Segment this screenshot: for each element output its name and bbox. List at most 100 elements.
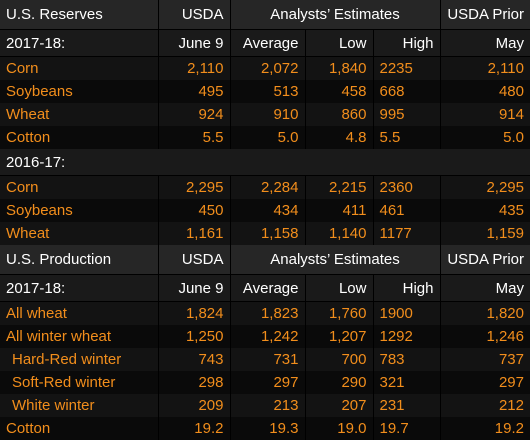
table-row: Cotton 5.5 5.0 4.8 5.5 5.0 [0, 126, 530, 149]
prior-value: 1,159 [439, 222, 530, 245]
average-value: 513 [229, 80, 305, 103]
usda-column-header: USDA [157, 0, 230, 30]
table-row: All winter wheat 1,250 1,242 1,207 1292 1,246 [0, 325, 530, 348]
average-header: Average [229, 274, 305, 302]
row-label: Hard-Red winter [0, 348, 158, 371]
low-value: 1,207 [304, 325, 373, 348]
usda-value: 924 [157, 103, 230, 126]
high-value: 1177 [372, 222, 440, 245]
estimates-column-header: Analysts’ Estimates [229, 0, 440, 30]
usda-date: June 9 [157, 29, 230, 57]
average-value: 19.3 [229, 417, 305, 440]
usda-value: 2,110 [157, 56, 230, 80]
prior-value: 212 [439, 394, 530, 417]
prior-date: May [439, 29, 530, 57]
low-value: 458 [304, 80, 373, 103]
prior-column-header: USDA Prior [439, 0, 530, 30]
table-row: White winter 209 213 207 231 212 [0, 394, 530, 417]
high-value: 2360 [372, 175, 440, 199]
production-subheader-row: 2017-18: June 9 Average Low High May [0, 274, 530, 302]
low-header: Low [304, 274, 373, 302]
table-row: Corn 2,295 2,284 2,215 2360 2,295 [0, 175, 530, 199]
low-value: 207 [304, 394, 373, 417]
usda-value: 743 [157, 348, 230, 371]
high-value: 19.7 [372, 417, 440, 440]
prior-value: 2,110 [439, 56, 530, 80]
high-header: High [372, 274, 440, 302]
high-value: 995 [372, 103, 440, 126]
average-value: 731 [229, 348, 305, 371]
high-value: 783 [372, 348, 440, 371]
average-value: 434 [229, 199, 305, 222]
low-value: 860 [304, 103, 373, 126]
prior-value: 5.0 [439, 126, 530, 149]
row-label: Wheat [0, 103, 158, 126]
high-value: 461 [372, 199, 440, 222]
usda-column-header: USDA [157, 245, 230, 275]
high-value: 668 [372, 80, 440, 103]
prior-column-header: USDA Prior [439, 245, 530, 275]
prior-value: 19.2 [439, 417, 530, 440]
table-row: Hard-Red winter 743 731 700 783 737 [0, 348, 530, 371]
row-label: All wheat [0, 301, 158, 325]
low-header: Low [304, 29, 373, 57]
row-label: White winter [0, 394, 158, 417]
low-value: 411 [304, 199, 373, 222]
row-label: Soybeans [0, 80, 158, 103]
estimates-column-header: Analysts’ Estimates [229, 245, 440, 275]
usda-value: 19.2 [157, 417, 230, 440]
high-value: 1900 [372, 301, 440, 325]
table-row: Cotton 19.2 19.3 19.0 19.7 19.2 [0, 417, 530, 440]
table-row: Corn 2,110 2,072 1,840 2235 2,110 [0, 56, 530, 80]
prior-value: 2,295 [439, 175, 530, 199]
high-header: High [372, 29, 440, 57]
low-value: 1,760 [304, 301, 373, 325]
usda-value: 1,161 [157, 222, 230, 245]
average-value: 1,158 [229, 222, 305, 245]
production-title: U.S. Production [0, 245, 158, 275]
usda-value: 495 [157, 80, 230, 103]
year-2016-row: 2016-17: [0, 149, 530, 176]
usda-value: 209 [157, 394, 230, 417]
year-label: 2017-18: [0, 274, 158, 302]
average-value: 297 [229, 371, 305, 394]
low-value: 2,215 [304, 175, 373, 199]
row-label: Cotton [0, 417, 158, 440]
reserves-table: U.S. Reserves USDA Analysts’ Estimates U… [0, 0, 530, 245]
reserves-header-row: U.S. Reserves USDA Analysts’ Estimates U… [0, 0, 530, 30]
production-table: U.S. Production USDA Analysts’ Estimates… [0, 245, 530, 440]
average-value: 1,242 [229, 325, 305, 348]
row-label: All winter wheat [0, 325, 158, 348]
usda-value: 1,824 [157, 301, 230, 325]
low-value: 1,140 [304, 222, 373, 245]
prior-date: May [439, 274, 530, 302]
row-label: Soybeans [0, 199, 158, 222]
high-value: 1292 [372, 325, 440, 348]
prior-value: 480 [439, 80, 530, 103]
table-row: All wheat 1,824 1,823 1,760 1900 1,820 [0, 301, 530, 325]
year-label: 2017-18: [0, 29, 158, 57]
usda-date: June 9 [157, 274, 230, 302]
prior-value: 297 [439, 371, 530, 394]
usda-value: 5.5 [157, 126, 230, 149]
prior-value: 914 [439, 103, 530, 126]
prior-value: 737 [439, 348, 530, 371]
high-value: 5.5 [372, 126, 440, 149]
average-value: 2,072 [229, 56, 305, 80]
table-row: Soybeans 495 513 458 668 480 [0, 80, 530, 103]
high-value: 2235 [372, 56, 440, 80]
row-label: Wheat [0, 222, 158, 245]
high-value: 321 [372, 371, 440, 394]
low-value: 1,840 [304, 56, 373, 80]
prior-value: 1,820 [439, 301, 530, 325]
average-value: 5.0 [229, 126, 305, 149]
average-value: 213 [229, 394, 305, 417]
usda-value: 450 [157, 199, 230, 222]
low-value: 290 [304, 371, 373, 394]
low-value: 19.0 [304, 417, 373, 440]
reserves-subheader-row: 2017-18: June 9 Average Low High May [0, 29, 530, 57]
row-label: Cotton [0, 126, 158, 149]
low-value: 4.8 [304, 126, 373, 149]
usda-value: 2,295 [157, 175, 230, 199]
average-value: 2,284 [229, 175, 305, 199]
